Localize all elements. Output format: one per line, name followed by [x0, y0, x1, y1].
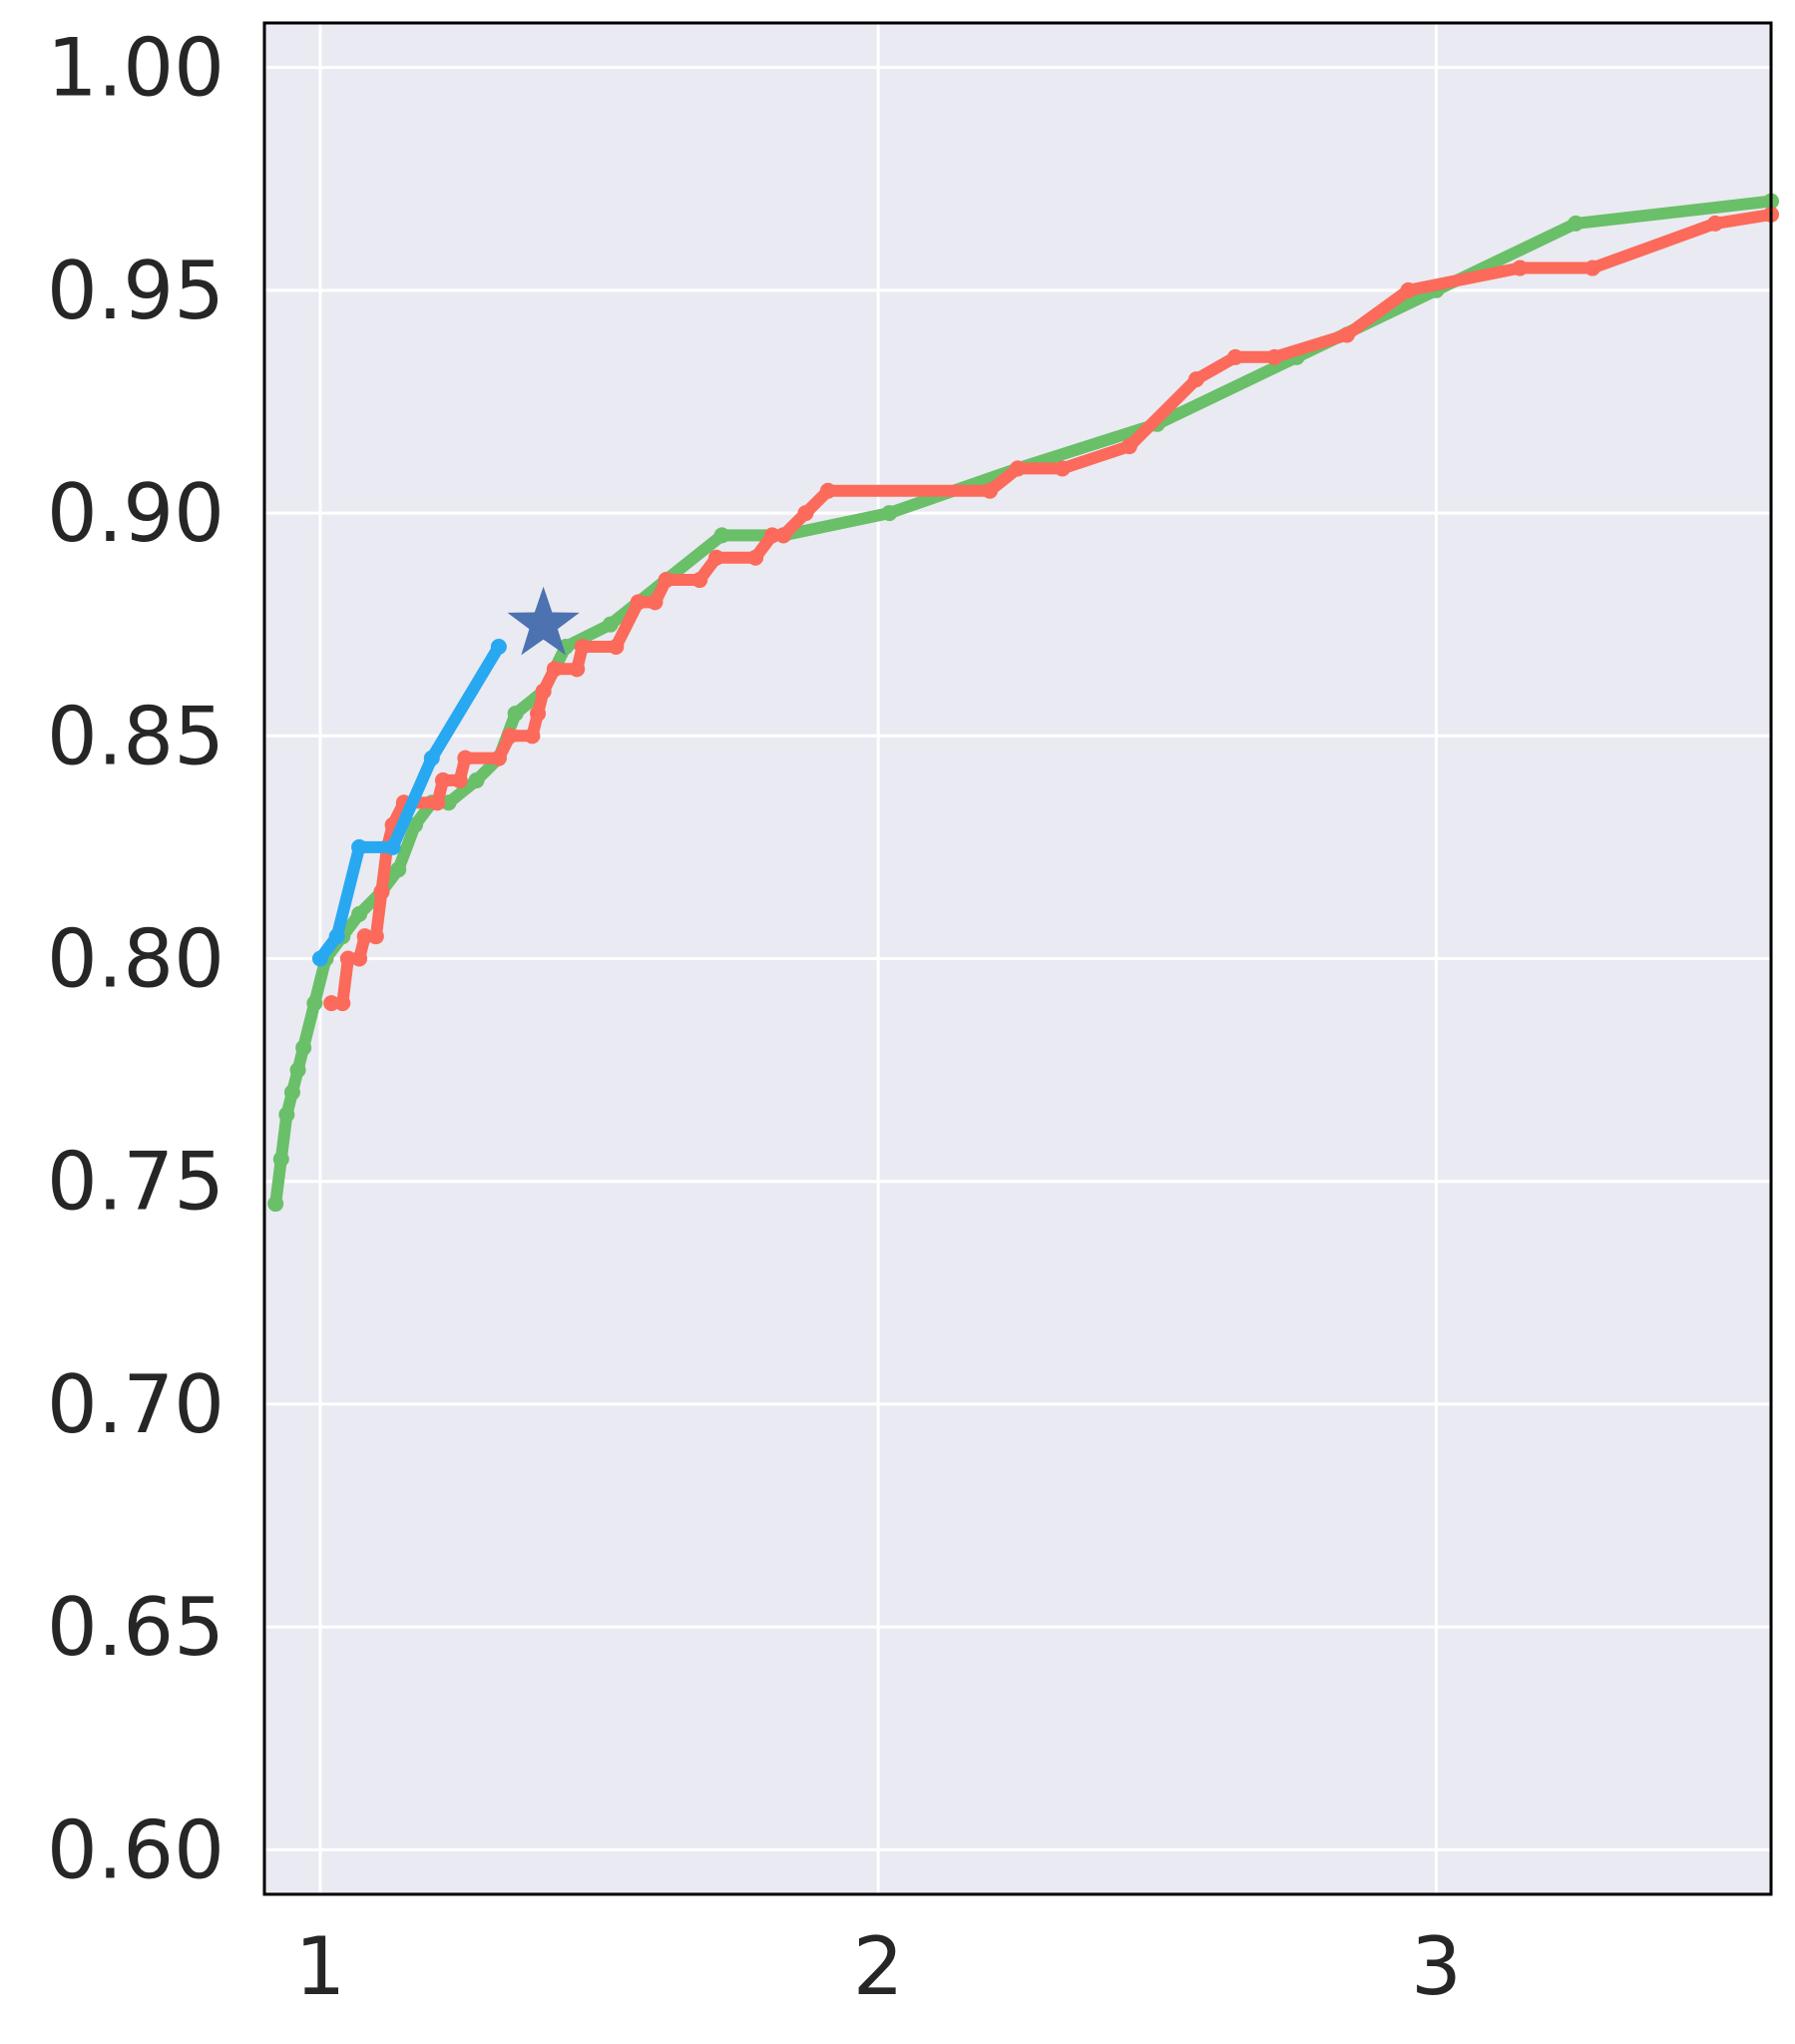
- x-tick-label: 3: [1411, 1920, 1462, 2013]
- series-0-point-20: [602, 616, 619, 633]
- series-0-point-12: [407, 816, 423, 833]
- series-2-point-1: [328, 928, 345, 945]
- series-1-point-24: [647, 594, 664, 611]
- marker-layer: [507, 586, 580, 656]
- series-1-point-37: [1187, 371, 1204, 388]
- series-1-point-18: [535, 683, 552, 700]
- series-1-point-39: [1266, 348, 1283, 365]
- series-1-line: [325, 209, 1777, 1010]
- y-tick-label: 0.95: [47, 245, 224, 337]
- series-1-point-3: [351, 950, 368, 967]
- series-1-point-15: [502, 728, 519, 745]
- series-1-point-32: [819, 482, 836, 499]
- series-1-point-40: [1338, 326, 1355, 343]
- series-2-point-5: [490, 639, 507, 655]
- series-0-point-24: [881, 505, 898, 522]
- series-1: [323, 206, 1779, 1012]
- series-1-point-26: [691, 572, 708, 589]
- series-1-point-4: [356, 928, 373, 945]
- y-tick-label: 0.65: [47, 1581, 224, 1674]
- series-1-point-20: [569, 661, 586, 678]
- series-1-point-19: [546, 661, 563, 678]
- series-1-point-28: [747, 549, 764, 566]
- series-1-point-41: [1400, 281, 1417, 298]
- series-1-point-22: [608, 639, 625, 655]
- series-1-point-5: [367, 928, 384, 945]
- series-0-point-5: [295, 1039, 312, 1056]
- y-tick-label: 0.60: [47, 1803, 224, 1896]
- x-tick-label: 2: [853, 1920, 904, 2013]
- series-1-point-16: [524, 728, 541, 745]
- series-0-point-4: [289, 1062, 306, 1079]
- y-tick-label: 0.90: [47, 467, 224, 560]
- series-0-point-22: [713, 527, 730, 544]
- series-0-point-6: [306, 995, 323, 1012]
- y-tick-label: 1.00: [47, 22, 224, 115]
- series-1-point-34: [1010, 460, 1026, 477]
- plot-frame: [262, 21, 1773, 1896]
- series-0-point-17: [507, 705, 524, 722]
- series-1-point-44: [1707, 215, 1724, 232]
- series-1-point-23: [630, 594, 647, 611]
- series-2-point-2: [351, 838, 368, 855]
- star-marker-0: [507, 586, 580, 656]
- series-1-point-11: [434, 771, 451, 788]
- series-0-point-0: [267, 1196, 284, 1213]
- y-tick-label: 0.70: [47, 1358, 224, 1451]
- series-1-point-17: [530, 705, 547, 722]
- series-1-point-14: [490, 750, 507, 766]
- series-2: [311, 639, 507, 967]
- series-1-point-6: [373, 883, 390, 900]
- series-1-point-33: [982, 482, 999, 499]
- x-tick-label: 1: [294, 1920, 345, 2013]
- series-0-point-2: [278, 1106, 295, 1123]
- series-2-point-3: [384, 838, 401, 855]
- series-1-point-2: [339, 950, 356, 967]
- y-tick-label: 0.75: [47, 1136, 224, 1229]
- series-0-point-1: [272, 1151, 289, 1168]
- series-1-point-10: [429, 794, 446, 811]
- series-1-point-13: [457, 750, 474, 766]
- series-0-point-29: [1568, 215, 1584, 232]
- y-tick-label: 0.80: [47, 913, 224, 1006]
- series-1-point-1: [334, 995, 351, 1012]
- series-1-point-36: [1121, 438, 1137, 455]
- series-1-point-0: [323, 995, 340, 1012]
- series-1-point-35: [1054, 460, 1071, 477]
- y-axis: 0.60 0.65 0.70 0.75 0.80 0.85 0.90 0.95 1.00: [47, 22, 224, 1897]
- series-0-point-9: [351, 905, 368, 922]
- series-1-point-30: [775, 527, 792, 544]
- series-1-point-43: [1584, 259, 1601, 276]
- series-1-point-25: [658, 572, 674, 589]
- series-2-point-0: [311, 950, 328, 967]
- series-1-point-38: [1227, 348, 1244, 365]
- series-layer: [267, 193, 1779, 1213]
- y-tick-label: 0.85: [47, 690, 224, 782]
- series-0-point-15: [468, 771, 485, 788]
- series-0-point-11: [390, 861, 407, 878]
- series-1-point-42: [1512, 259, 1529, 276]
- series-0-point-3: [283, 1084, 300, 1101]
- series-1-point-12: [451, 771, 468, 788]
- x-axis: 1 2 3: [294, 1920, 1461, 2013]
- series-1-point-31: [797, 505, 814, 522]
- series-1-point-29: [763, 527, 780, 544]
- series-1-point-27: [708, 549, 724, 566]
- series-1-point-21: [574, 639, 591, 655]
- series-2-point-4: [423, 750, 440, 766]
